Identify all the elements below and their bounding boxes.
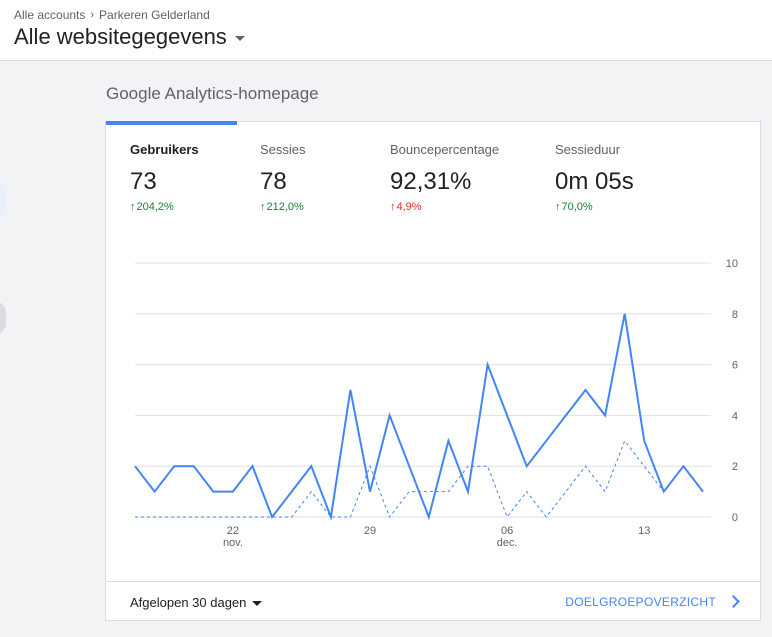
metric-tab-sessions[interactable]: Sessies 78 ↑ 212,0% [260,142,306,213]
rail-button[interactable] [0,301,6,335]
metric-label: Sessies [260,142,306,157]
metric-change: ↑ 4,9% [390,201,499,213]
metric-value: 73 [130,168,157,195]
arrow-up-icon: ↑ [555,201,561,213]
x-tick-label: 22 [227,525,239,537]
x-tick-label: 06 [501,525,513,537]
card-footer: Afgelopen 30 dagen DOELGROEPOVERZICHT [106,581,760,622]
y-tick-label: 6 [732,360,738,372]
metric-change: ↑ 212,0% [260,201,306,213]
y-tick-label: 10 [726,258,738,270]
y-tick-label: 2 [732,461,738,473]
y-tick-label: 4 [732,410,738,422]
top-bar: Alle accounts › Parkeren Gelderland Alle… [0,0,772,61]
arrow-up-icon: ↑ [260,201,266,213]
comparison-series-line [135,439,704,519]
metric-label: Bouncepercentage [390,142,500,157]
metric-label: Gebruikers [130,142,199,157]
metric-tab-bounce-rate[interactable]: Bouncepercentage 92,31% ↑ 4,9% [390,142,499,213]
metric-value: 92,31% [390,168,472,195]
x-tick-month-label: nov. [223,537,243,549]
metric-tab-session-duration[interactable]: Sessieduur 0m 05s ↑ 70,0% [555,142,634,213]
audience-overview-link[interactable]: DOELGROEPOVERZICHT [565,595,716,609]
metric-tab-users[interactable]: Gebruikers 73 ↑ 204,2% [130,142,199,213]
metric-change-value: 70,0% [561,201,593,213]
section-title: Google Analytics-homepage [106,84,319,103]
metric-change-value: 212,0% [266,201,304,213]
breadcrumb-property-link[interactable]: Parkeren Gelderland [99,8,210,22]
metric-value: 0m 05s [555,168,634,195]
x-tick-label: 13 [638,525,650,537]
metric-change-value: 4,9% [396,201,422,213]
breadcrumb: Alle accounts › Parkeren Gelderland [14,8,210,22]
card-border [106,121,762,122]
chevron-right-icon: › [90,9,95,21]
active-tab-indicator [106,121,237,125]
metric-value: 78 [260,168,287,195]
view-title: Alle websitegegevens [14,24,227,49]
metric-change-value: 204,2% [136,201,174,213]
chevron-right-icon[interactable] [727,595,740,608]
metric-label: Sessieduur [555,142,621,157]
dropdown-arrow-icon [252,600,263,606]
date-range-selector[interactable]: Afgelopen 30 dagen [130,595,263,610]
arrow-up-icon: ↑ [130,201,136,213]
dropdown-arrow-icon [234,36,245,41]
left-rail [0,61,16,637]
view-selector[interactable]: Alle websitegegevens [14,24,245,50]
breadcrumb-accounts-link[interactable]: Alle accounts [14,8,86,22]
arrow-up-icon: ↑ [390,201,396,213]
overview-card: Gebruikers 73 ↑ 204,2% Sessies 78 ↑ 212,… [105,121,762,622]
rail-button[interactable] [0,181,6,219]
y-tick-label: 0 [732,512,738,524]
date-range-label: Afgelopen 30 dagen [130,595,247,610]
metric-change: ↑ 70,0% [555,201,634,213]
x-tick-label: 29 [364,525,376,537]
y-tick-label: 8 [732,309,738,321]
metric-change: ↑ 204,2% [130,201,199,213]
x-tick-month-label: dec. [497,537,518,549]
